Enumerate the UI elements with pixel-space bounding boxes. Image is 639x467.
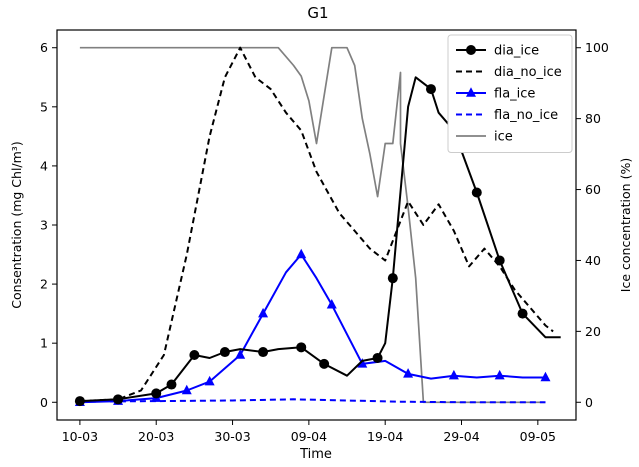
point-fla-ice xyxy=(448,369,459,380)
point-dia-ice xyxy=(74,396,85,407)
legend-marker-dia-ice xyxy=(466,45,476,55)
point-fla-ice xyxy=(403,368,414,378)
legend-label-dia-no-ice: dia_no_ice xyxy=(494,65,562,80)
x-tick-label-29-04: 29-04 xyxy=(443,429,479,444)
legend-box xyxy=(447,34,573,153)
point-dia-ice xyxy=(151,388,162,399)
y2-tick-label-0: 0 xyxy=(585,395,593,410)
point-fla-ice xyxy=(357,358,368,368)
point-fla-ice xyxy=(326,299,337,309)
chart-title: G1 xyxy=(307,4,328,22)
y-tick-label-2: 2 xyxy=(40,277,48,292)
y2-tick-label-80: 80 xyxy=(585,111,601,126)
point-dia-ice xyxy=(258,347,269,358)
point-dia-ice xyxy=(387,273,398,284)
y-tick-label-1: 1 xyxy=(40,336,48,351)
point-dia-ice xyxy=(425,84,436,95)
point-dia-ice xyxy=(296,342,307,353)
point-fla-ice xyxy=(494,369,505,380)
x-axis-label: Time xyxy=(299,447,332,462)
x-tick-label-30-03: 30-03 xyxy=(214,429,250,444)
point-dia-ice xyxy=(189,350,200,360)
y-tick-label-5: 5 xyxy=(40,99,48,114)
point-dia-ice xyxy=(517,308,528,319)
series-line-fla-no-ice xyxy=(79,398,546,404)
x-tick-label-20-03: 20-03 xyxy=(138,429,174,444)
y2-axis-label: Ice concentration (%) xyxy=(618,158,633,292)
y-tick-label-4: 4 xyxy=(40,158,48,173)
point-fla-ice xyxy=(181,384,192,395)
point-dia-ice xyxy=(319,358,330,369)
point-dia-ice xyxy=(166,379,177,390)
series-fla-no-ice xyxy=(79,398,546,404)
point-dia-ice xyxy=(372,352,383,363)
series-fla-ice xyxy=(74,248,551,407)
x-tick-label-10-03: 10-03 xyxy=(62,429,98,444)
point-fla-ice xyxy=(296,248,307,259)
axes-layer: 10-03 20-03 30-03 09-04 19-04 29-04 09-05 0 1 2 3 4… xyxy=(40,40,609,444)
y-tick-label-0: 0 xyxy=(40,395,48,410)
x-tick-label-19-04: 19-04 xyxy=(367,429,403,444)
y-axis-label: Consentration (mg Chl/m³) xyxy=(9,141,24,308)
y-tick-label-3: 3 xyxy=(40,218,48,233)
series-line-dia-ice xyxy=(79,76,561,403)
legend-label-fla-ice: fla_ice xyxy=(494,87,535,102)
x-tick-label-09-05: 09-05 xyxy=(520,429,556,444)
point-dia-ice xyxy=(219,347,230,358)
point-dia-ice xyxy=(113,394,124,405)
legend-marker-fla-ice xyxy=(466,87,476,97)
series-line-fla-ice xyxy=(79,253,546,404)
legend-label-fla-no-ice: fla_no_ice xyxy=(494,108,558,123)
point-fla-ice xyxy=(258,307,269,318)
point-fla-ice xyxy=(204,375,215,386)
x-tick-label-09-04: 09-04 xyxy=(291,429,327,444)
y2-tick-label-60: 60 xyxy=(585,182,601,197)
legend-label-ice: ice xyxy=(494,130,513,145)
point-fla-ice xyxy=(235,349,246,359)
point-dia-ice xyxy=(494,255,505,266)
y2-tick-label-100: 100 xyxy=(585,40,609,55)
y2-tick-label-20: 20 xyxy=(585,324,601,339)
y-tick-label-6: 6 xyxy=(40,40,48,55)
y2-tick-label-40: 40 xyxy=(585,253,601,268)
point-dia-ice xyxy=(471,187,482,198)
point-fla-ice xyxy=(540,371,551,382)
legend-label-dia-ice: dia_ice xyxy=(494,44,539,59)
